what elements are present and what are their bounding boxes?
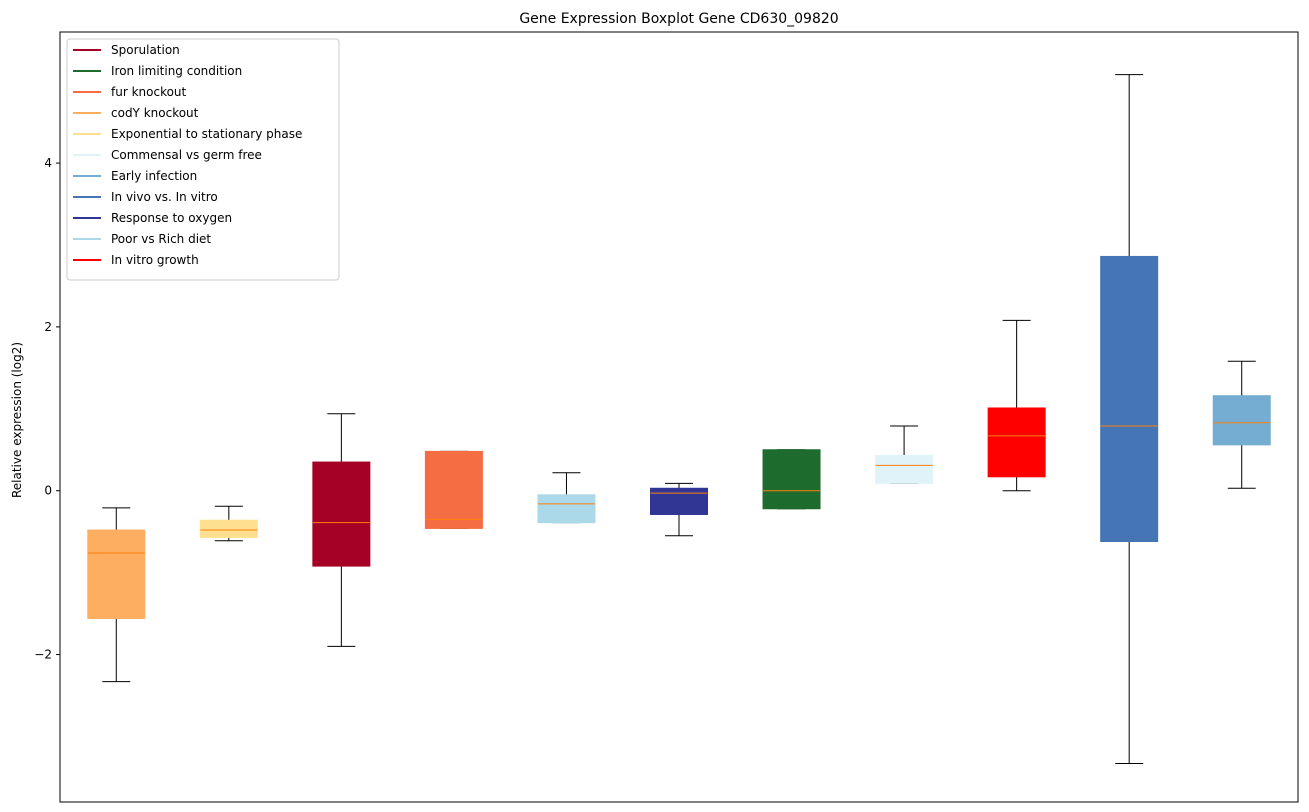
y-tick-label: 0 — [44, 484, 52, 498]
box-8 — [875, 425, 934, 484]
legend-item: fur knockout — [73, 85, 187, 99]
legend-frame — [66, 38, 340, 281]
box-4 — [424, 450, 483, 529]
box-body — [875, 455, 934, 484]
legend-item: In vivo vs. In vitro — [73, 190, 218, 204]
y-tick-label: −2 — [34, 648, 52, 662]
plot-frame — [59, 31, 1299, 803]
box-body — [312, 461, 371, 567]
legend-label: Sporulation — [111, 43, 180, 57]
box-6 — [650, 482, 708, 537]
box-body — [537, 494, 596, 524]
box-1 — [87, 507, 146, 683]
legend-item: Poor vs Rich diet — [73, 232, 211, 246]
boxes-group — [87, 74, 1271, 764]
legend-item: Response to oxygen — [73, 211, 232, 225]
legend-item: codY knockout — [73, 106, 199, 120]
legend-label: codY knockout — [111, 106, 199, 120]
y-tick-label: 2 — [44, 320, 52, 334]
box-body — [650, 487, 708, 515]
box-body — [987, 407, 1046, 478]
box-3 — [312, 413, 371, 647]
legend-label: Poor vs Rich diet — [111, 232, 211, 246]
legend-label: fur knockout — [111, 85, 187, 99]
legend-label: In vitro growth — [111, 253, 199, 267]
box-9 — [987, 319, 1046, 492]
legend-item: Iron limiting condition — [73, 64, 242, 78]
legend-label: Response to oxygen — [111, 211, 232, 225]
box-10 — [1100, 74, 1159, 764]
y-axis: −2 0 2 4 — [34, 156, 60, 662]
legend-item: Exponential to stationary phase — [73, 127, 302, 141]
legend-item: Early infection — [73, 169, 197, 183]
box-body — [424, 450, 483, 529]
box-body — [87, 529, 146, 620]
box-5 — [537, 472, 596, 524]
legend-item: In vitro growth — [73, 253, 199, 267]
legend-item: Sporulation — [73, 43, 180, 57]
box-body — [199, 519, 258, 538]
legend-label: Commensal vs germ free — [111, 148, 262, 162]
legend-label: Early infection — [111, 169, 197, 183]
box-11 — [1212, 360, 1271, 489]
legend-label: In vivo vs. In vitro — [111, 190, 218, 204]
box-body — [762, 449, 821, 510]
legend-label: Iron limiting condition — [111, 64, 242, 78]
y-tick-label: 4 — [44, 156, 52, 170]
box-body — [1212, 395, 1271, 446]
box-7 — [762, 449, 821, 510]
box-2 — [199, 505, 258, 542]
legend: Sporulation Iron limiting condition fur kn… — [66, 38, 340, 281]
y-axis-label: Relative expression (log2) — [10, 342, 24, 498]
chart-title: Gene Expression Boxplot Gene CD630_09820 — [519, 11, 838, 27]
legend-label: Exponential to stationary phase — [111, 127, 302, 141]
box-body — [1100, 255, 1159, 543]
legend-item: Commensal vs germ free — [73, 148, 262, 162]
